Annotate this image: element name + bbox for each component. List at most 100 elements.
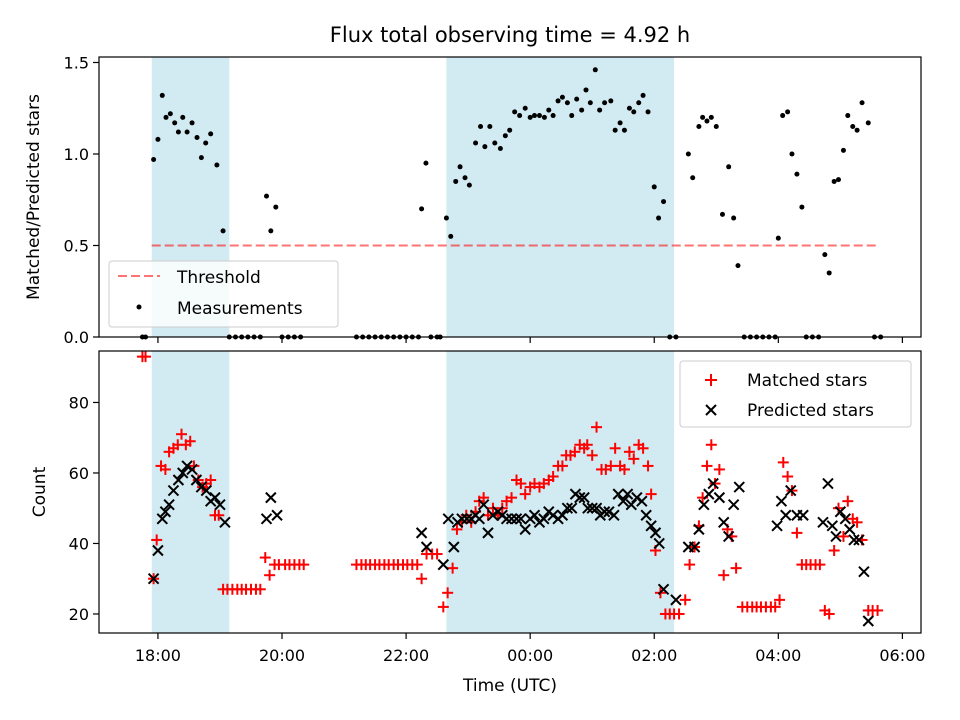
matched-star-point bbox=[431, 548, 443, 560]
measurement-point bbox=[696, 124, 702, 130]
matched-star-point bbox=[581, 439, 593, 451]
measurement-point bbox=[527, 114, 533, 120]
measurement-point bbox=[780, 113, 786, 119]
measurement-point bbox=[854, 127, 860, 133]
matched-star-point bbox=[569, 446, 581, 458]
matched-star-point bbox=[701, 460, 713, 472]
measurement-point bbox=[478, 124, 484, 130]
xtick-label: 06:00 bbox=[879, 646, 925, 665]
predicted-star-point bbox=[195, 481, 208, 493]
predicted-star-point bbox=[574, 491, 586, 504]
matched-star-point bbox=[623, 446, 635, 458]
predicted-star-point bbox=[477, 498, 490, 511]
measurement-point bbox=[208, 131, 214, 137]
matched-star-point bbox=[519, 488, 531, 500]
predicted-star-point bbox=[649, 527, 662, 539]
measurement-point bbox=[203, 140, 209, 146]
predicted-star-point bbox=[561, 502, 574, 514]
predicted-star-point bbox=[839, 513, 852, 525]
measurement-point bbox=[700, 114, 706, 120]
measurements-legend-swatch bbox=[136, 304, 142, 310]
predicted-star-point bbox=[152, 544, 164, 557]
matched-star-point bbox=[782, 470, 794, 482]
measurement-point bbox=[626, 105, 632, 111]
matched-star-point bbox=[823, 608, 835, 620]
measurement-point bbox=[602, 100, 608, 106]
predicted-star-point bbox=[172, 474, 185, 486]
predicted-star-point bbox=[722, 530, 735, 543]
measurement-point bbox=[621, 127, 627, 133]
matched-star-point bbox=[556, 460, 568, 472]
predicted-star-point bbox=[260, 513, 273, 525]
measurement-point bbox=[799, 204, 805, 210]
predicted-star-point bbox=[219, 516, 231, 529]
measurement-point bbox=[264, 193, 270, 199]
measurement-point bbox=[661, 199, 667, 205]
measurement-point bbox=[453, 178, 459, 184]
matched-star-point bbox=[679, 594, 691, 606]
measurements-legend-label: Measurements bbox=[177, 299, 303, 319]
matched-star-point bbox=[609, 442, 621, 454]
measurement-point bbox=[273, 204, 279, 210]
bottom-legend: Matched stars Predicted stars bbox=[679, 360, 912, 428]
measurement-point bbox=[159, 92, 165, 98]
matched-star-point bbox=[254, 583, 266, 595]
measurement-point bbox=[536, 113, 542, 119]
predicted-star-point bbox=[510, 513, 523, 525]
bottom-ytick-label: 80 bbox=[69, 393, 89, 412]
measurement-point bbox=[564, 100, 570, 106]
measurement-point bbox=[651, 184, 657, 190]
matched-star-point bbox=[684, 559, 696, 571]
x-axis-label: Time (UTC) bbox=[462, 676, 557, 696]
matched-star-point bbox=[645, 488, 657, 500]
measurement-point bbox=[835, 177, 841, 183]
top-legend-box bbox=[108, 260, 339, 328]
measurement-point bbox=[612, 127, 618, 133]
matched-star-point bbox=[515, 478, 527, 490]
predicted-star-point bbox=[578, 491, 590, 504]
bottom-ytick-label: 60 bbox=[69, 464, 89, 483]
measurement-point bbox=[865, 120, 871, 126]
predicted-star-point bbox=[190, 474, 203, 486]
bottom-axes-frame bbox=[98, 350, 922, 634]
measurement-point bbox=[541, 114, 547, 120]
predicted-star-point bbox=[653, 537, 665, 550]
measurement-point bbox=[532, 113, 538, 119]
predicted-star-point bbox=[415, 527, 428, 539]
measurement-point bbox=[550, 113, 556, 119]
measurement-point bbox=[194, 135, 200, 141]
ratio-axes: 0.0 0.5 1.0 1.5 Matched/Predicted stars Thr… bbox=[24, 53, 922, 347]
predicted-star-point bbox=[147, 573, 160, 585]
measurement-point bbox=[850, 124, 856, 130]
matched-star-point bbox=[605, 460, 617, 472]
observing-windows-bottom bbox=[151, 351, 675, 633]
matched-star-point bbox=[814, 559, 826, 571]
predicted-star-point bbox=[200, 484, 213, 497]
predicted-star-point bbox=[265, 491, 277, 504]
measurement-point bbox=[631, 109, 637, 115]
top-legend: Threshold Measurements bbox=[108, 260, 339, 328]
predicted-star-point bbox=[621, 488, 634, 500]
predicted-star-point bbox=[775, 495, 788, 507]
measurement-point bbox=[448, 233, 454, 239]
matched-legend-swatch bbox=[705, 374, 717, 386]
count-plot-area bbox=[136, 351, 884, 627]
count-axes: 20 40 60 80 18:00 20:00 22:00 00:00 02:00 04:00 0… bbox=[30, 350, 925, 696]
measurement-point bbox=[462, 175, 468, 181]
measurement-point bbox=[822, 252, 828, 258]
matched-star-point bbox=[437, 601, 449, 613]
measurement-point bbox=[443, 215, 449, 221]
predicted-star-point bbox=[473, 513, 485, 525]
measurement-point bbox=[731, 215, 737, 221]
measurement-point bbox=[690, 175, 696, 181]
matched-star-point bbox=[264, 569, 276, 581]
predicted-star-point bbox=[830, 530, 842, 543]
matched-star-point bbox=[832, 502, 844, 514]
predicted-star-point bbox=[771, 520, 783, 532]
measurement-point bbox=[587, 100, 593, 106]
predicted-star-point bbox=[713, 491, 726, 504]
predicted-star-point bbox=[156, 513, 168, 525]
threshold-legend-label: Threshold bbox=[176, 268, 261, 288]
predicted-star-point bbox=[598, 506, 611, 518]
predicted-star-point bbox=[482, 527, 494, 539]
